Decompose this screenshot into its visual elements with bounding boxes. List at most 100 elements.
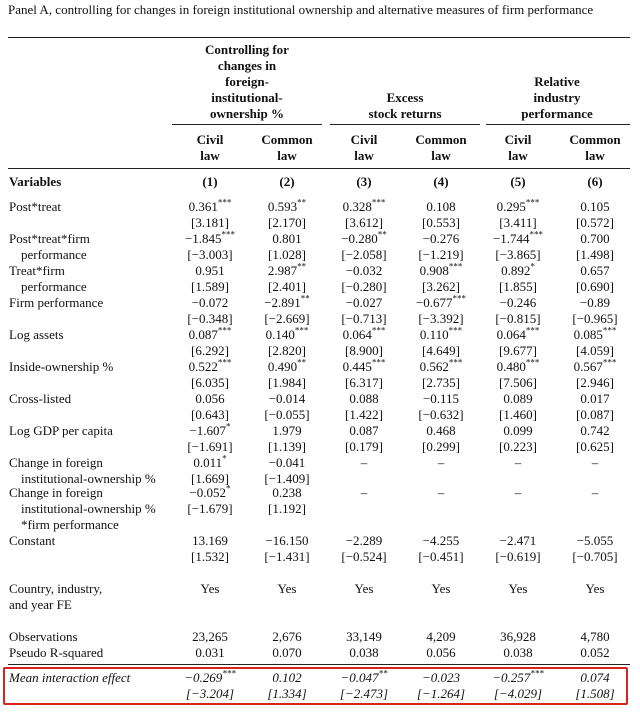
coefficient-cell: 0.908*** (403, 262, 479, 279)
coefficient-cell: −1.845*** (172, 230, 248, 247)
coefficient-cell-value: 0.295 (496, 199, 526, 214)
coefficient-cell: 0.742 (557, 423, 633, 439)
coefficient-cell-stars: *** (525, 357, 540, 368)
fe-value: Yes (431, 581, 451, 596)
fe-value: Yes (200, 581, 220, 596)
fe-value: Yes (585, 581, 605, 596)
t-stat-cell: [8.900] (345, 343, 383, 358)
t-stat-cell: [0.179] (345, 439, 383, 454)
t-stat-cell: [0.643] (191, 407, 229, 422)
coefficient-cell: 0.064*** (480, 325, 556, 343)
coefficient-cell: 0.295*** (480, 197, 556, 215)
coefficient-cell-stars: *** (448, 357, 463, 368)
coefficient-cell: 0.087*** (172, 326, 248, 343)
mean-interaction-t-stat: [−2.473] (339, 686, 389, 701)
t-stat-cell: [2.735] (422, 375, 460, 390)
pseudo-r2-value: 0.070 (272, 645, 302, 660)
group-header-3-line: industry (533, 90, 581, 105)
t-stat-cell: [4.059] (576, 343, 614, 358)
coefficient-cell-value: 0.105 (580, 199, 610, 214)
column-header: Civil law (334, 132, 394, 164)
coefficient-cell-value: −2.471 (499, 533, 537, 548)
coefficient-cell: – (326, 455, 402, 471)
t-stat-cell: [−0.055] (264, 407, 310, 422)
column-number: (1) (202, 174, 218, 189)
coefficient-cell: 1.979 (249, 423, 325, 439)
pseudo-r2-value: 0.038 (503, 645, 533, 660)
mean-interaction-t-stat: [1.508] (575, 686, 615, 701)
mean-interaction-coefficient: −0.269*** (172, 669, 248, 686)
row-label: Cross-listed (9, 391, 72, 406)
t-stat-cell: [1.192] (268, 501, 306, 516)
t-stat-cell: [2.820] (268, 343, 306, 358)
t-stat-cell: [3.612] (345, 215, 383, 230)
coefficient-cell: – (480, 455, 556, 471)
coefficient-cell-stars: *** (525, 197, 540, 208)
coefficient-cell: 0.105 (557, 199, 633, 215)
coefficient-cell: 0.056 (172, 391, 248, 407)
t-stat-cell: [−1.679] (187, 501, 233, 516)
coefficient-cell-stars: * (530, 261, 535, 272)
group-header-3: Relative industry performance (492, 74, 622, 122)
coefficient-cell: 0.087 (326, 423, 402, 439)
t-stat-cell: [4.649] (422, 343, 460, 358)
fe-label: Country, industry, (9, 581, 103, 596)
mean-interaction-coefficient-value: −0.047 (340, 670, 379, 685)
coefficient-cell-value: 2.987 (267, 263, 298, 278)
coefficient-cell: 13.169 (172, 533, 248, 549)
t-stat-cell: [1.460] (499, 407, 537, 422)
t-stat-cell: [1.498] (576, 247, 614, 262)
coefficient-cell: 0.011* (172, 453, 248, 471)
coefficient-cell-value: 0.908 (419, 263, 449, 278)
group-header-2-line: Excess (386, 90, 424, 105)
coefficient-cell: 0.328*** (326, 198, 402, 215)
coefficient-cell: 0.522*** (172, 357, 248, 375)
coefficient-cell: 0.099 (480, 423, 556, 439)
coefficient-cell-stars: *** (525, 325, 540, 336)
column-header-top: Civil (350, 132, 378, 147)
coefficient-cell-value: 0.064 (342, 327, 372, 342)
fe-value: Yes (277, 581, 297, 596)
t-stat-cell: [1.028] (268, 247, 306, 262)
coefficient-cell-value: −16.150 (265, 533, 309, 548)
t-stat-cell: [1.984] (268, 375, 306, 390)
column-header-top: Civil (504, 132, 532, 147)
coefficient-cell: −5.055 (557, 533, 633, 549)
t-stat-cell: [2.946] (576, 375, 614, 390)
group-header-2-line: stock returns (368, 106, 442, 121)
coefficient-cell-value: 0.056 (195, 391, 225, 406)
coefficient-cell: 0.089 (480, 391, 556, 407)
coefficient-cell-stars: * (226, 421, 231, 432)
coefficient-cell-value: 0.480 (496, 359, 526, 374)
mean-interaction-coefficient-stars: *** (530, 668, 544, 679)
t-stat-cell: [−3.392] (418, 311, 464, 326)
coefficient-cell: 0.700 (557, 231, 633, 247)
group-header-1-line: ownership % (209, 106, 285, 121)
column-header-bottom: law (585, 148, 605, 163)
t-stat-cell: [0.553] (422, 215, 460, 230)
row-label: Post*treat (9, 199, 61, 214)
coefficient-cell-stars: * (226, 483, 231, 494)
coefficient-cell-value: 0.522 (188, 359, 218, 374)
coefficient-cell: −0.246 (480, 295, 556, 311)
t-stat-cell: [−0.632] (418, 407, 464, 422)
coefficient-cell: −4.255 (403, 533, 479, 549)
group-header-1-line: institutional- (211, 90, 283, 105)
mean-interaction-coefficient: −0.023 (403, 670, 479, 686)
coefficient-cell: 0.108 (403, 199, 479, 215)
fe-value: Yes (508, 581, 528, 596)
panel-title: Panel A, controlling for changes in fore… (8, 2, 594, 17)
coefficient-cell: 0.567*** (557, 358, 633, 375)
coefficient-cell-stars: *** (529, 229, 544, 240)
coefficient-cell-stars: * (222, 453, 227, 464)
coefficient-cell-stars: *** (217, 357, 232, 368)
coefficient-cell-stars: *** (371, 325, 386, 336)
group-rule-2 (330, 124, 480, 125)
coefficient-cell-value: 0.110 (419, 327, 449, 342)
t-stat-cell: [6.035] (191, 375, 229, 390)
bottom-rule (8, 664, 630, 665)
t-stat-cell: [−3.003] (187, 247, 233, 262)
pseudo-r2-value: 0.038 (349, 645, 379, 660)
t-stat-cell: [1.532] (191, 549, 229, 564)
t-stat-cell: [2.170] (268, 215, 306, 230)
